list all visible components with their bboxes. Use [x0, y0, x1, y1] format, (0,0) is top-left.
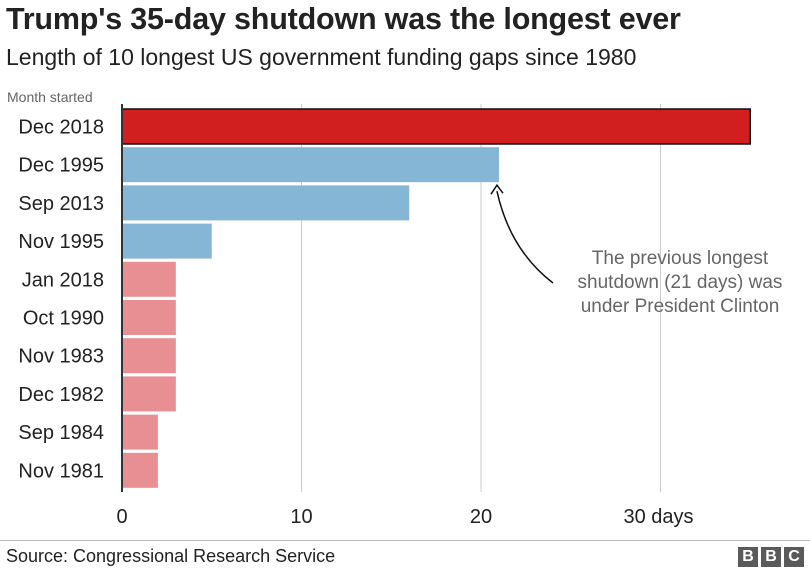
bar-5 — [122, 300, 176, 335]
category-label-7: Dec 1982 — [18, 384, 104, 406]
category-label-4: Jan 2018 — [22, 269, 104, 291]
x-tick-label-2: 20 — [470, 506, 492, 528]
category-label-3: Nov 1995 — [18, 231, 104, 253]
bbc-logo-letter-b2: B — [761, 547, 781, 567]
bar-7 — [122, 376, 176, 412]
bbc-logo-letter-c: C — [784, 547, 804, 567]
bar-8 — [122, 414, 158, 450]
bar-chart: Month started Dec 2018 Dec 1995 Sep 2013 Nov… — [7, 89, 783, 528]
bbc-logo-letter-b1: B — [738, 547, 758, 567]
x-tick-label-0: 0 — [116, 506, 127, 528]
bbc-logo: B B C — [738, 547, 804, 567]
bar-6 — [122, 338, 176, 374]
bar-2 — [122, 185, 410, 221]
category-label-0: Dec 2018 — [18, 117, 104, 139]
chart-subtitle: Length of 10 longest US government fundi… — [6, 44, 637, 70]
category-label-2: Sep 2013 — [18, 193, 104, 215]
x-tick-label-1: 10 — [290, 506, 312, 528]
bar-3 — [122, 223, 212, 259]
bar-4 — [122, 261, 176, 297]
category-label-6: Nov 1983 — [18, 346, 104, 368]
bar-0 — [121, 108, 751, 145]
bar-9 — [122, 452, 158, 488]
annotation-arrowhead — [490, 183, 504, 195]
annotation-line-1: shutdown (21 days) was — [578, 272, 783, 293]
category-label-5: Oct 1990 — [23, 308, 104, 330]
annotation-line-0: The previous longest — [592, 248, 769, 269]
chart-title: Trump's 35-day shutdown was the longest … — [6, 2, 681, 36]
source-note: Source: Congressional Research Service — [6, 546, 336, 566]
annotation-arrow-line — [496, 191, 554, 284]
x-tick-label-3: 30 days — [624, 506, 694, 528]
category-axis-label: Month started — [7, 89, 93, 105]
annotation-line-2: under President Clinton — [581, 296, 780, 317]
category-label-9: Nov 1981 — [18, 460, 104, 482]
bar-1 — [122, 147, 499, 183]
category-label-1: Dec 1995 — [18, 155, 104, 177]
category-label-8: Sep 1984 — [18, 422, 104, 444]
footer-divider — [0, 540, 810, 541]
